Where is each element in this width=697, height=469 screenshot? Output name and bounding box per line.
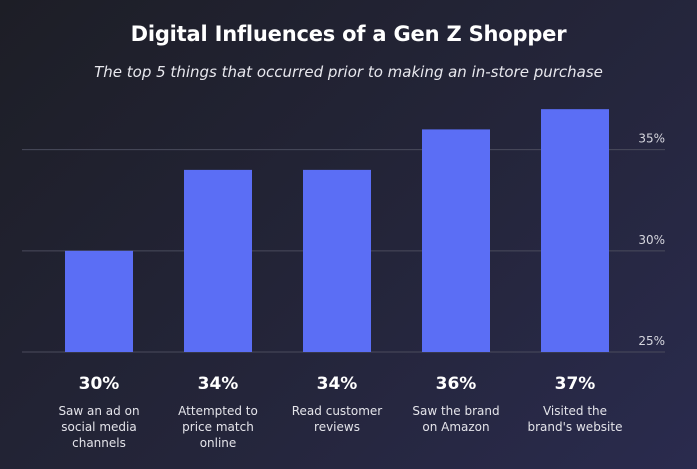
category-label: Visited the brand's website — [528, 404, 623, 434]
y-tick-label: 25% — [638, 334, 665, 348]
chart-title: Digital Influences of a Gen Z Shopper — [130, 22, 567, 46]
category-label: Saw an ad on social media channels — [58, 404, 139, 450]
bar — [65, 250, 133, 352]
value-label: 30% — [79, 374, 120, 394]
category-label: Saw the brand on Amazon — [412, 404, 499, 434]
bar — [541, 109, 609, 353]
bars — [65, 109, 609, 353]
category-label: Attempted to price match online — [178, 404, 258, 450]
labels: 25% 30% 35% 30% Saw an ad on social media chan… — [58, 132, 665, 450]
value-label: 36% — [436, 374, 477, 394]
bar — [184, 169, 252, 352]
chart-subtitle: The top 5 things that occurred prior to … — [94, 63, 603, 81]
y-tick-label: 30% — [638, 233, 665, 247]
y-tick-label: 35% — [638, 132, 665, 146]
category-label: Read customer reviews — [292, 404, 383, 434]
bar — [303, 169, 371, 352]
value-label: 34% — [198, 374, 239, 394]
value-label: 37% — [555, 374, 596, 394]
value-label: 34% — [317, 374, 358, 394]
bar — [422, 129, 490, 352]
